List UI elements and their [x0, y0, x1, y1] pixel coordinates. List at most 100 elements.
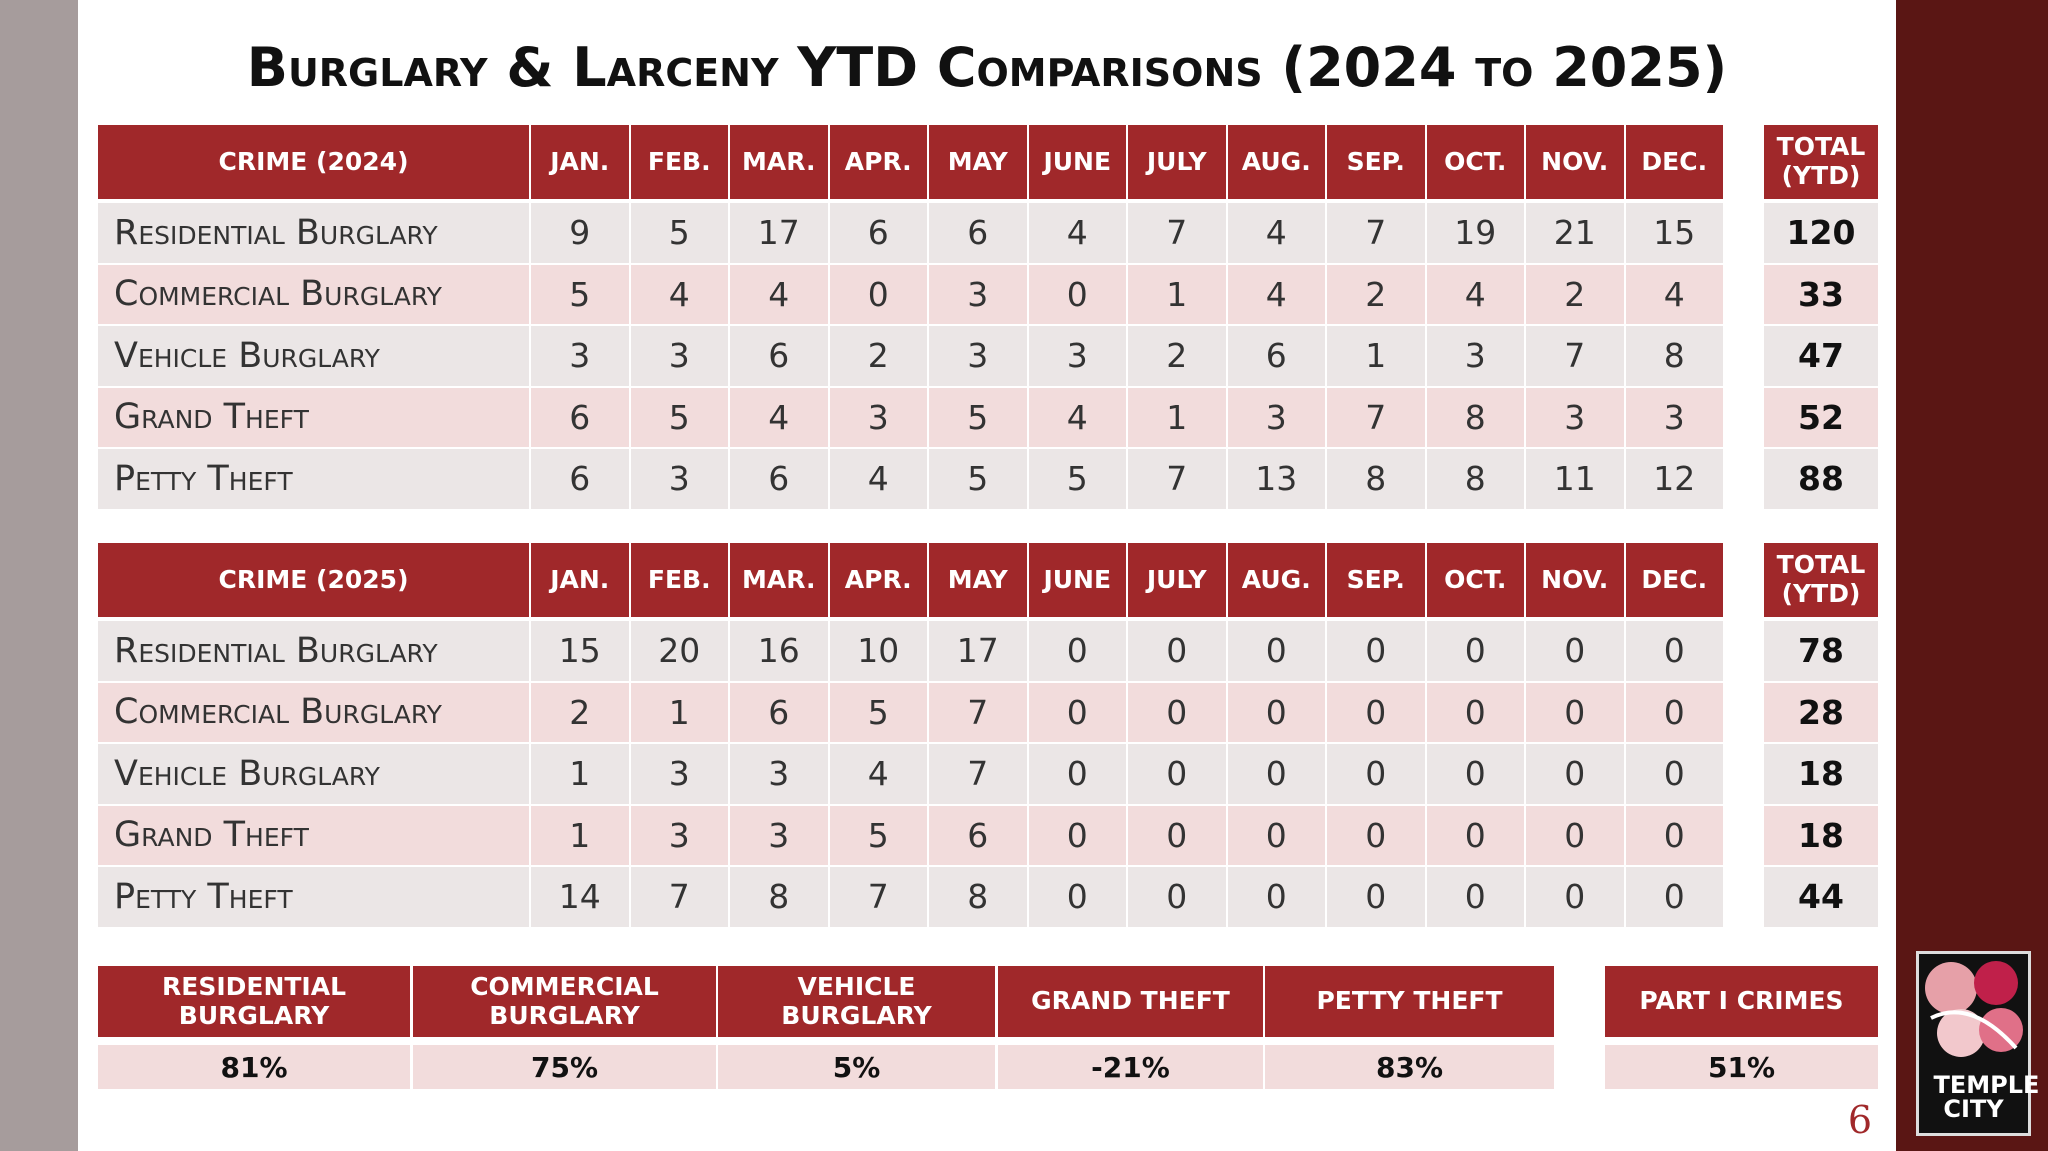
row-label: Commercial Burglary — [98, 682, 529, 742]
row-label: Residential Burglary — [98, 203, 529, 263]
value-cell: 4 — [829, 449, 927, 509]
value-cell: 0 — [1625, 682, 1723, 742]
value-cell: 0 — [1028, 744, 1126, 804]
value-cell: 13 — [1227, 449, 1325, 509]
value-cell: 0 — [1227, 867, 1325, 927]
value-cell: 3 — [531, 326, 629, 386]
logo-text: TEMPLE CITY — [1933, 1071, 2040, 1123]
value-cell: 0 — [1426, 682, 1524, 742]
summary-value: 81% — [98, 1045, 410, 1089]
header-cell: JAN. — [531, 125, 629, 199]
value-cell: 8 — [1426, 387, 1524, 447]
value-cell: 8 — [1625, 326, 1723, 386]
row-label: Commercial Burglary — [98, 264, 529, 324]
value-cell: 4 — [730, 264, 828, 324]
value-cell: 3 — [630, 449, 728, 509]
header-cell: DEC. — [1625, 125, 1723, 199]
header-cell: MAY — [929, 543, 1027, 617]
value-cell: 7 — [929, 744, 1027, 804]
value-cell: 21 — [1526, 203, 1624, 263]
value-cell: 3 — [1227, 387, 1325, 447]
row-label: Petty Theft — [98, 867, 529, 927]
value-cell: 6 — [730, 326, 828, 386]
value-cell: 0 — [1426, 744, 1524, 804]
value-cell: 2 — [829, 326, 927, 386]
value-cell: 9 — [531, 203, 629, 263]
value-cell: 4 — [1625, 264, 1723, 324]
header-cell: MAR. — [730, 543, 828, 617]
value-cell: 0 — [1625, 867, 1723, 927]
value-cell: 7 — [1128, 203, 1226, 263]
value-cell: 1 — [1327, 326, 1425, 386]
row-label: Vehicle Burglary — [98, 744, 529, 804]
value-cell: 3 — [829, 387, 927, 447]
value-cell: 4 — [829, 744, 927, 804]
value-cell: 8 — [730, 867, 828, 927]
value-cell: 4 — [1426, 264, 1524, 324]
header-cell: JUNE — [1028, 543, 1126, 617]
header-cell: AUG. — [1227, 543, 1325, 617]
header-cell: SEP. — [1327, 125, 1425, 199]
value-cell: 0 — [1128, 805, 1226, 865]
value-cell: 4 — [730, 387, 828, 447]
logo: TEMPLE CITY — [1916, 951, 2040, 1136]
value-cell: 0 — [1625, 621, 1723, 681]
value-cell: 4 — [1227, 264, 1325, 324]
value-cell: 3 — [630, 326, 728, 386]
summary-header: COMMERCIAL BURGLARY — [413, 966, 716, 1037]
header-cell: OCT. — [1426, 543, 1524, 617]
value-cell: 3 — [1426, 326, 1524, 386]
header-cell: JULY — [1128, 543, 1226, 617]
value-cell: 6 — [929, 805, 1027, 865]
header-cell: MAY — [929, 125, 1027, 199]
value-cell: 5 — [929, 387, 1027, 447]
value-cell: 5 — [929, 449, 1027, 509]
value-cell: 0 — [1028, 621, 1126, 681]
summary-value: 5% — [718, 1045, 995, 1089]
header-cell: FEB. — [630, 125, 728, 199]
value-cell: 7 — [630, 867, 728, 927]
value-cell: 0 — [1526, 805, 1624, 865]
value-cell: 2 — [531, 682, 629, 742]
value-cell: 5 — [531, 264, 629, 324]
summary-value: 75% — [413, 1045, 716, 1089]
part1-header: PART I CRIMES — [1605, 966, 1878, 1037]
value-cell: 5 — [829, 682, 927, 742]
value-cell: 2 — [1526, 264, 1624, 324]
value-cell: 8 — [929, 867, 1027, 927]
total-header: TOTAL (YTD) — [1764, 125, 1878, 199]
value-cell: 0 — [1028, 264, 1126, 324]
value-cell: 3 — [730, 744, 828, 804]
header-cell: CRIME (2025) — [98, 543, 529, 617]
summary-header: VEHICLE BURGLARY — [718, 966, 995, 1037]
value-cell: 0 — [1426, 621, 1524, 681]
value-cell: 0 — [1327, 867, 1425, 927]
logo-flowers — [1925, 961, 2023, 1057]
value-cell: 0 — [1227, 621, 1325, 681]
value-cell: 5 — [1028, 449, 1126, 509]
total-cell: 88 — [1764, 449, 1878, 509]
value-cell: 2 — [1327, 264, 1425, 324]
value-cell: 20 — [630, 621, 728, 681]
value-cell: 4 — [1227, 203, 1325, 263]
header-cell: MAR. — [730, 125, 828, 199]
value-cell: 7 — [929, 682, 1027, 742]
value-cell: 14 — [531, 867, 629, 927]
value-cell: 4 — [1028, 203, 1126, 263]
value-cell: 0 — [1526, 744, 1624, 804]
header-cell: JULY — [1128, 125, 1226, 199]
part1-value: 51% — [1605, 1045, 1878, 1089]
total-cell: 33 — [1764, 264, 1878, 324]
value-cell: 17 — [730, 203, 828, 263]
value-cell: 3 — [1526, 387, 1624, 447]
total-cell: 47 — [1764, 326, 1878, 386]
value-cell: 6 — [1227, 326, 1325, 386]
value-cell: 0 — [1028, 867, 1126, 927]
page-number: 6 — [1847, 1098, 1873, 1142]
value-cell: 4 — [1028, 387, 1126, 447]
value-cell: 7 — [1526, 326, 1624, 386]
value-cell: 3 — [1028, 326, 1126, 386]
value-cell: 1 — [1128, 264, 1226, 324]
value-cell: 11 — [1526, 449, 1624, 509]
value-cell: 0 — [1625, 744, 1723, 804]
